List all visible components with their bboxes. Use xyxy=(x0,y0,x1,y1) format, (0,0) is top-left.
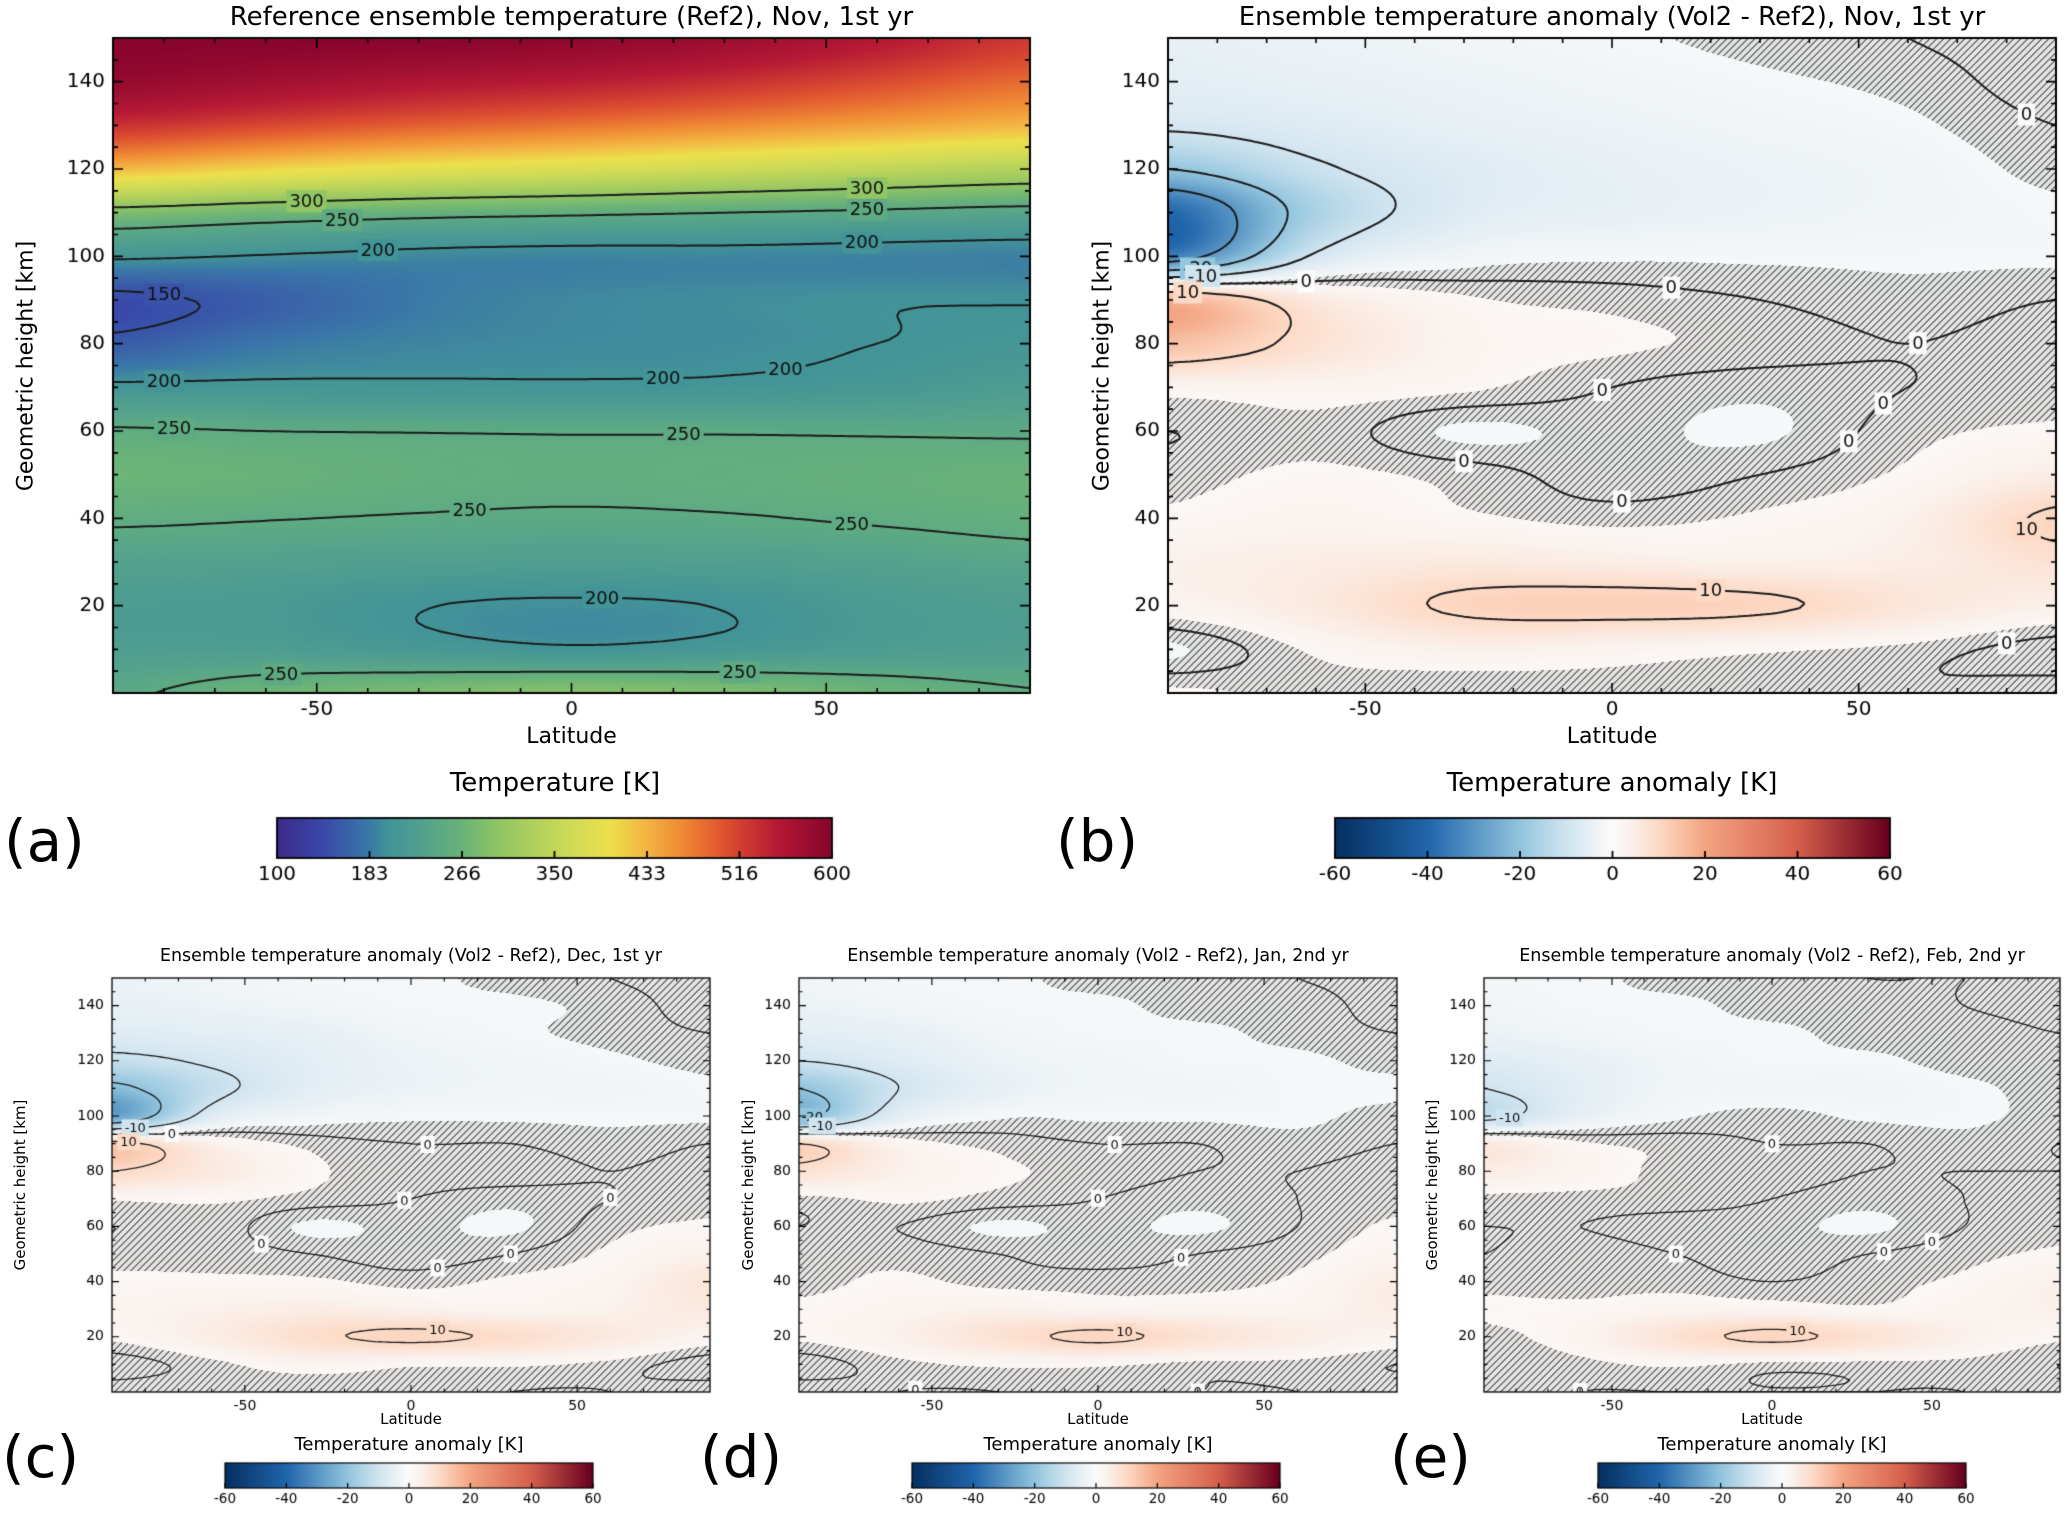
panel-a-xaxis-label: Latitude xyxy=(526,724,617,749)
panel-b-colorbar-title: Temperature anomaly [K] xyxy=(1446,768,1778,798)
panel-e-xaxis-label: Latitude xyxy=(1741,1410,1803,1428)
panel-b-yaxis-label: Geometric height [km] xyxy=(1089,240,1115,492)
panel-e-colorbar-title: Temperature anomaly [K] xyxy=(1657,1434,1887,1455)
panel-c-yaxis-label: Geometric height [km] xyxy=(11,1099,29,1271)
panel-d-xaxis-label: Latitude xyxy=(1067,1410,1129,1428)
panel-e-letter: (e) xyxy=(1390,1423,1471,1491)
panel-c-xaxis-label: Latitude xyxy=(380,1410,442,1428)
panel-e-yaxis-label: Geometric height [km] xyxy=(1423,1099,1441,1271)
panel-a-heatmap-canvas xyxy=(0,0,1050,772)
panel-c-colorbar-title: Temperature anomaly [K] xyxy=(294,1434,524,1455)
panel-a-colorbar-canvas xyxy=(200,795,940,905)
panel-c-letter: (c) xyxy=(2,1423,80,1491)
panel-b-title: Ensemble temperature anomaly (Vol2 - Ref… xyxy=(1238,2,1986,32)
panel-d-title: Ensemble temperature anomaly (Vol2 - Ref… xyxy=(847,946,1349,966)
panel-a-colorbar-title: Temperature [K] xyxy=(449,768,661,798)
panel-b-xaxis-label: Latitude xyxy=(1566,724,1658,749)
panel-c-heatmap-canvas xyxy=(0,930,740,1435)
panel-b-colorbar-canvas xyxy=(1260,795,2000,905)
panel-d-heatmap-canvas xyxy=(730,930,1410,1435)
panel-d-colorbar-canvas xyxy=(840,1452,1360,1526)
panel-d-colorbar-title: Temperature anomaly [K] xyxy=(983,1434,1213,1455)
panel-d-letter: (d) xyxy=(700,1423,783,1491)
panel-d-yaxis-label: Geometric height [km] xyxy=(739,1099,757,1271)
panel-a-yaxis-label: Geometric height [km] xyxy=(13,240,39,492)
panel-c-colorbar-canvas xyxy=(150,1452,670,1526)
panel-b-letter: (b) xyxy=(1056,807,1139,875)
panel-c-title: Ensemble temperature anomaly (Vol2 - Ref… xyxy=(159,946,663,966)
panel-b-heatmap-canvas xyxy=(1050,0,2067,772)
panel-e-heatmap-canvas xyxy=(1410,930,2067,1435)
panel-e-title: Ensemble temperature anomaly (Vol2 - Ref… xyxy=(1519,946,2025,966)
panel-a-title: Reference ensemble temperature (Ref2), N… xyxy=(229,2,914,32)
panel-e-colorbar-canvas xyxy=(1525,1452,2045,1526)
panel-a-letter: (a) xyxy=(4,807,85,875)
